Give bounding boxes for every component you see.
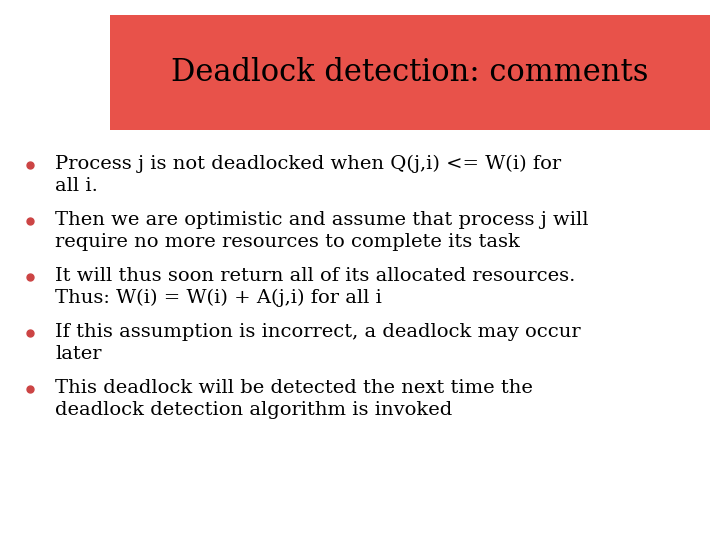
FancyBboxPatch shape — [110, 15, 710, 130]
Text: Then we are optimistic and assume that process j will: Then we are optimistic and assume that p… — [55, 211, 588, 229]
Text: Thus: W(i) = W(i) + A(j,i) for all i: Thus: W(i) = W(i) + A(j,i) for all i — [55, 289, 382, 307]
Text: If this assumption is incorrect, a deadlock may occur: If this assumption is incorrect, a deadl… — [55, 323, 580, 341]
Text: later: later — [55, 345, 102, 363]
Text: Deadlock detection: comments: Deadlock detection: comments — [171, 57, 649, 88]
Text: Process j is not deadlocked when Q(j,i) <= W(i) for: Process j is not deadlocked when Q(j,i) … — [55, 155, 561, 173]
Text: all i.: all i. — [55, 177, 98, 195]
Text: deadlock detection algorithm is invoked: deadlock detection algorithm is invoked — [55, 401, 452, 419]
Text: It will thus soon return all of its allocated resources.: It will thus soon return all of its allo… — [55, 267, 575, 285]
Text: require no more resources to complete its task: require no more resources to complete it… — [55, 233, 520, 251]
Text: This deadlock will be detected the next time the: This deadlock will be detected the next … — [55, 379, 533, 397]
